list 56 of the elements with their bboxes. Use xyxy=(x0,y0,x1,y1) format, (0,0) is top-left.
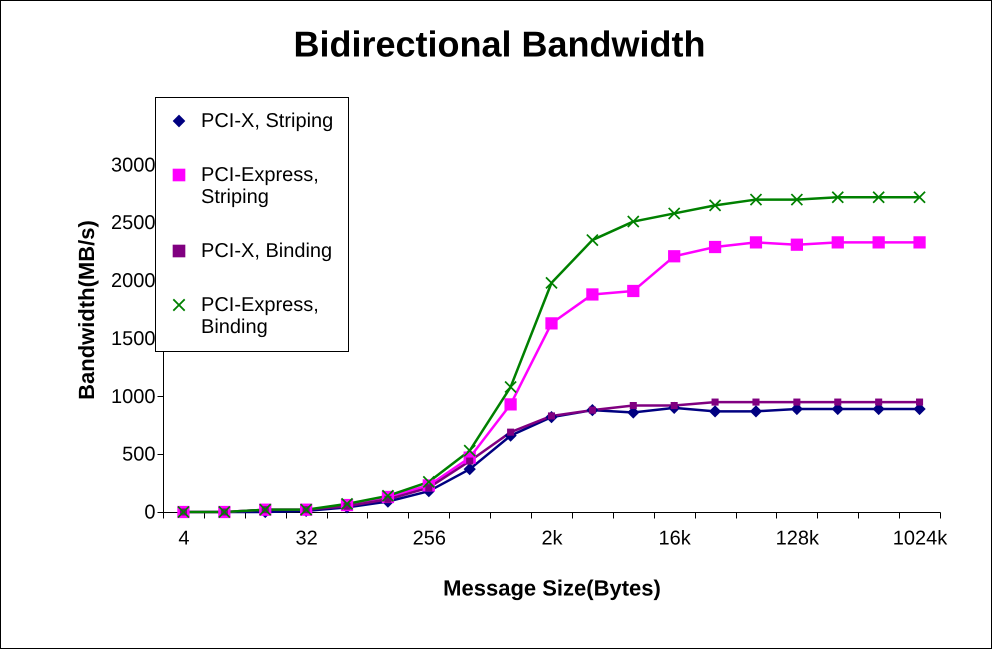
point xyxy=(545,276,558,290)
point xyxy=(913,236,926,249)
point xyxy=(875,398,882,406)
point xyxy=(708,199,722,212)
x-tick-label: 256 xyxy=(412,528,446,550)
point xyxy=(708,240,722,254)
point xyxy=(668,250,680,262)
point xyxy=(504,398,517,411)
chart-title: Bidirectional Bandwidth xyxy=(293,24,706,64)
y-tick-label: 500 xyxy=(122,444,156,466)
point xyxy=(790,238,803,251)
point xyxy=(872,191,885,204)
x-tick-label: 4 xyxy=(178,528,190,550)
y-tick-label: 3000 xyxy=(111,154,156,176)
x-tick-label: 2k xyxy=(541,528,564,550)
point xyxy=(750,193,762,206)
point xyxy=(790,193,803,206)
point xyxy=(872,236,885,249)
point xyxy=(916,398,924,406)
point xyxy=(793,398,800,406)
point xyxy=(834,398,842,406)
point xyxy=(627,215,640,228)
y-tick-label: 1000 xyxy=(111,386,156,408)
point xyxy=(586,288,599,301)
x-tick-label: 32 xyxy=(296,528,318,550)
x-tick-label: 16k xyxy=(658,528,692,550)
point xyxy=(913,191,926,204)
legend-label: PCI-X, Striping xyxy=(201,110,334,132)
point xyxy=(750,236,762,249)
legend-label: PCI-X, Binding xyxy=(201,240,332,262)
point xyxy=(832,191,844,204)
y-tick-label: 2000 xyxy=(111,270,156,292)
point xyxy=(507,428,514,436)
y-tick-label: 0 xyxy=(144,502,156,524)
legend-label: PCI-Express, Striping xyxy=(201,164,319,208)
x-tick-label: 128k xyxy=(776,528,820,550)
point xyxy=(668,207,680,220)
point xyxy=(464,463,476,476)
point xyxy=(750,405,762,418)
y-axis-title: Bandwidth(MB/s) xyxy=(74,220,100,400)
point xyxy=(504,380,517,394)
x-tick-label: 1024k xyxy=(892,528,948,550)
y-tick-label: 2500 xyxy=(111,212,156,234)
point xyxy=(630,402,637,410)
point xyxy=(586,234,599,246)
point xyxy=(752,398,760,406)
point xyxy=(832,236,844,249)
point xyxy=(464,444,476,457)
point xyxy=(545,317,558,330)
point xyxy=(712,398,719,406)
point xyxy=(708,405,722,418)
x-axis-title: Message Size(Bytes) xyxy=(443,576,661,600)
point xyxy=(422,476,435,488)
y-tick-label: 1500 xyxy=(111,328,156,350)
point xyxy=(627,284,640,298)
legend-label: PCI-Express, Binding xyxy=(201,294,319,338)
